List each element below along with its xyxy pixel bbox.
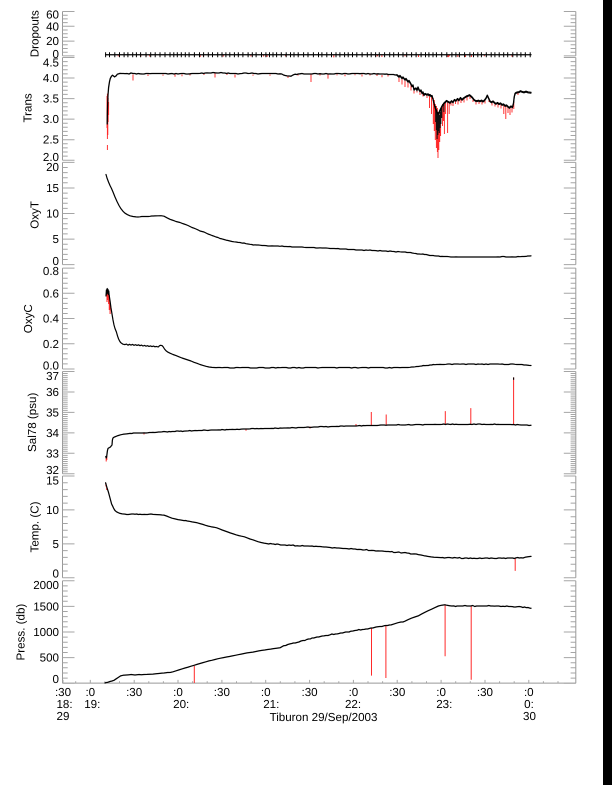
svg-text:Tiburon 29/Sep/2003: Tiburon 29/Sep/2003	[270, 711, 378, 724]
svg-text:32: 32	[46, 464, 59, 477]
svg-text::0: :0	[261, 686, 271, 699]
svg-text:0.8: 0.8	[43, 265, 59, 278]
svg-text:30: 30	[523, 710, 536, 723]
svg-text:OxyT: OxyT	[29, 201, 42, 229]
svg-text:36: 36	[46, 386, 59, 399]
svg-text:3.0: 3.0	[43, 113, 59, 126]
svg-text::30: :30	[389, 686, 405, 699]
svg-text:10: 10	[46, 504, 59, 517]
svg-text:15: 15	[46, 182, 59, 195]
svg-text:500: 500	[40, 652, 59, 665]
svg-text:22:: 22:	[345, 698, 361, 711]
svg-text::30: :30	[55, 686, 71, 699]
svg-text:0: 0	[53, 568, 59, 581]
svg-text:0.2: 0.2	[43, 338, 59, 351]
svg-text::0: :0	[349, 686, 359, 699]
svg-text::30: :30	[214, 686, 230, 699]
svg-text:Press. (db): Press. (db)	[15, 604, 28, 661]
svg-text:37: 37	[46, 370, 59, 383]
svg-text:5: 5	[53, 538, 59, 551]
svg-text:2.5: 2.5	[43, 134, 59, 147]
svg-text::30: :30	[477, 686, 493, 699]
svg-text:35: 35	[46, 407, 59, 420]
svg-text:29: 29	[57, 710, 70, 723]
svg-text:OxyC: OxyC	[22, 304, 35, 333]
svg-text::0: :0	[85, 686, 95, 699]
svg-text:34: 34	[46, 427, 59, 440]
svg-text:0: 0	[53, 255, 59, 268]
svg-text::30: :30	[301, 686, 317, 699]
svg-text::0: :0	[524, 686, 534, 699]
svg-text:1000: 1000	[33, 626, 59, 639]
svg-text:23:: 23:	[436, 698, 452, 711]
svg-text:0: 0	[53, 48, 59, 61]
svg-text:Dropouts: Dropouts	[29, 10, 42, 57]
svg-text:60: 60	[46, 9, 59, 22]
svg-text::0: :0	[173, 686, 183, 699]
svg-text:0: 0	[53, 673, 59, 686]
svg-text:0.6: 0.6	[43, 287, 59, 300]
svg-text:4.0: 4.0	[43, 72, 59, 85]
svg-text:5: 5	[53, 233, 59, 246]
svg-text:Trans: Trans	[22, 93, 35, 122]
svg-text:4.5: 4.5	[43, 57, 59, 70]
svg-text:20: 20	[46, 35, 59, 48]
svg-text:0:: 0:	[524, 698, 534, 711]
svg-text:20: 20	[46, 161, 59, 174]
svg-text:2.0: 2.0	[43, 151, 59, 164]
svg-text:18:: 18:	[56, 698, 72, 711]
svg-text:40: 40	[46, 20, 59, 33]
svg-text::0: :0	[436, 686, 446, 699]
svg-text:15: 15	[46, 474, 59, 487]
svg-text:Temp. (C): Temp. (C)	[29, 501, 42, 552]
svg-text:1500: 1500	[33, 601, 59, 614]
svg-text:20:: 20:	[173, 698, 189, 711]
svg-text:19:: 19:	[84, 698, 100, 711]
svg-text:21:: 21:	[263, 698, 279, 711]
svg-text:2000: 2000	[33, 579, 59, 592]
svg-text::30: :30	[126, 686, 142, 699]
svg-text:Sal78 (psu): Sal78 (psu)	[26, 393, 39, 452]
svg-text:33: 33	[46, 447, 59, 460]
svg-text:0.4: 0.4	[43, 313, 60, 326]
svg-text:10: 10	[46, 208, 59, 221]
svg-text:3.5: 3.5	[43, 93, 59, 106]
svg-text:0.0: 0.0	[43, 360, 59, 373]
